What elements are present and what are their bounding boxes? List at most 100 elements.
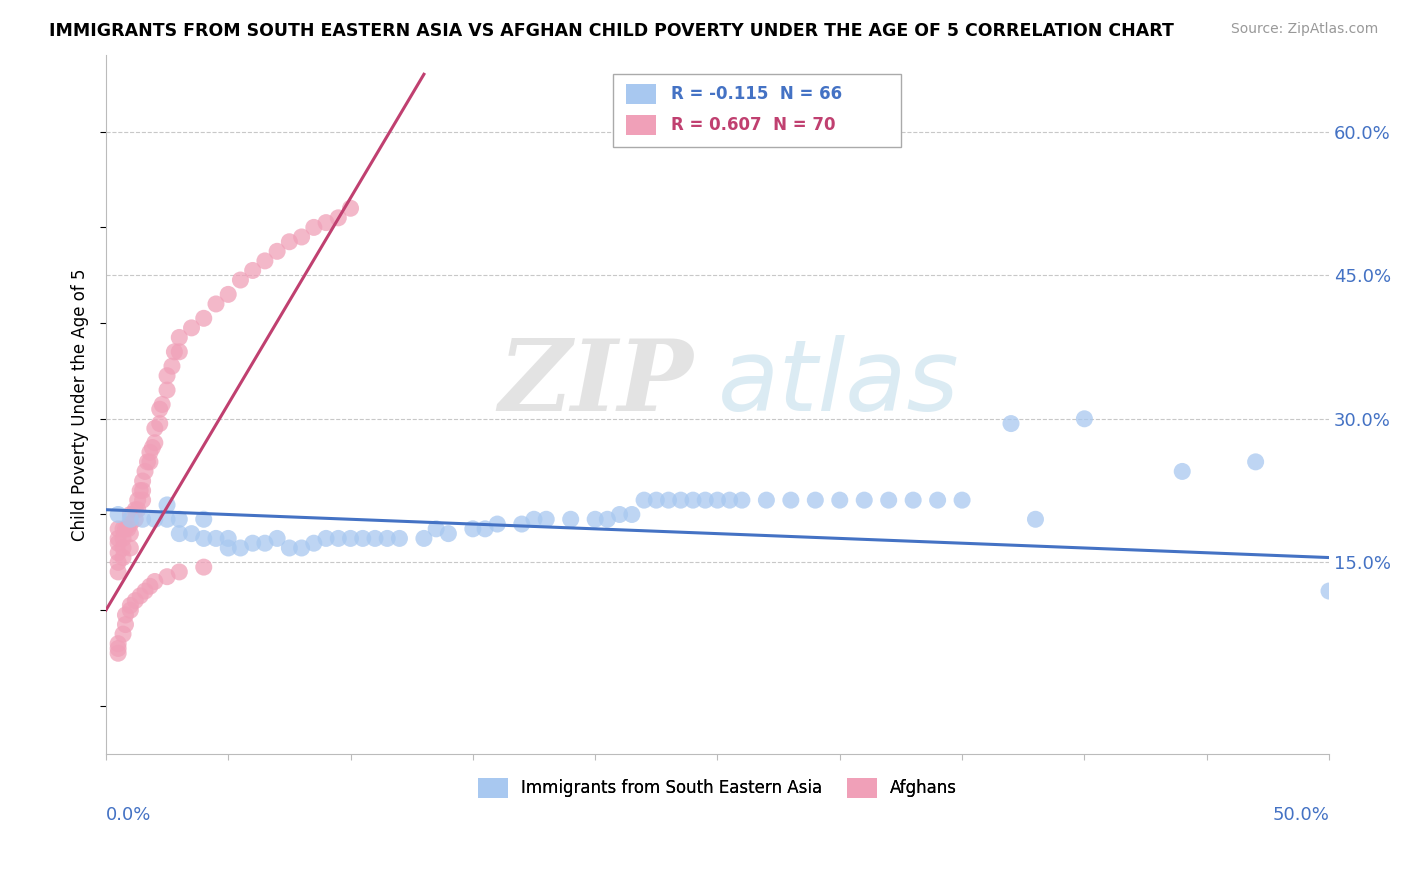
Point (124, 593, 146, 607)
FancyBboxPatch shape (626, 115, 657, 135)
Point (134, 584, 156, 599)
Point (242, 536, 264, 550)
Point (120, 599, 142, 613)
Point (1000, 417, 1022, 431)
Point (534, 512, 557, 526)
Point (609, 508, 631, 522)
Point (193, 532, 215, 546)
Point (107, 532, 129, 546)
Point (117, 522, 139, 536)
Point (1171, 465, 1194, 479)
FancyBboxPatch shape (613, 74, 901, 147)
Point (205, 297, 228, 311)
Point (169, 512, 191, 526)
Text: 0.0%: 0.0% (105, 806, 152, 824)
Point (107, 637, 129, 651)
Point (127, 502, 149, 516)
Point (156, 368, 179, 383)
Point (731, 493, 754, 508)
Point (131, 483, 153, 498)
Point (193, 560, 215, 574)
Text: 50.0%: 50.0% (1272, 806, 1329, 824)
Point (1244, 455, 1267, 469)
Y-axis label: Child Poverty Under the Age of 5: Child Poverty Under the Age of 5 (72, 268, 89, 541)
Point (107, 522, 129, 536)
Text: Source: ZipAtlas.com: Source: ZipAtlas.com (1230, 22, 1378, 37)
Text: R = 0.607  N = 70: R = 0.607 N = 70 (671, 116, 835, 134)
Point (217, 541, 239, 555)
Point (217, 287, 239, 301)
Point (560, 512, 582, 526)
Point (229, 273, 252, 287)
Point (163, 344, 186, 359)
Point (149, 402, 172, 417)
Point (143, 435, 166, 450)
Point (107, 508, 129, 522)
Point (302, 220, 325, 235)
Point (669, 493, 692, 508)
Point (112, 522, 135, 536)
Point (596, 512, 619, 526)
Point (364, 532, 387, 546)
Point (657, 493, 679, 508)
Point (901, 493, 924, 508)
Point (134, 465, 156, 479)
Point (124, 502, 146, 516)
Point (120, 517, 142, 532)
Point (328, 211, 350, 225)
Point (143, 421, 166, 435)
Point (242, 263, 264, 277)
Point (156, 512, 179, 526)
Point (950, 493, 973, 508)
Point (120, 508, 142, 522)
Point (107, 641, 129, 656)
Point (169, 330, 191, 344)
Point (328, 532, 350, 546)
Point (755, 493, 778, 508)
Point (278, 541, 301, 555)
Point (877, 493, 900, 508)
FancyBboxPatch shape (626, 85, 657, 104)
Point (633, 493, 655, 508)
Text: R = -0.115  N = 66: R = -0.115 N = 66 (671, 86, 842, 103)
Point (1073, 411, 1095, 425)
Point (150, 397, 173, 411)
Point (253, 253, 276, 268)
Point (706, 493, 728, 508)
Point (143, 512, 166, 526)
Point (107, 546, 129, 560)
Point (139, 445, 162, 459)
Point (139, 455, 162, 469)
Point (718, 493, 741, 508)
Point (474, 522, 496, 536)
Point (278, 235, 301, 249)
Point (437, 526, 460, 541)
Point (927, 493, 949, 508)
Point (156, 498, 179, 512)
Point (107, 646, 129, 660)
Point (425, 522, 447, 536)
Point (139, 579, 162, 593)
Point (114, 607, 136, 622)
Point (149, 417, 172, 431)
Point (253, 536, 276, 550)
Point (413, 532, 436, 546)
Point (120, 541, 142, 555)
Point (375, 532, 398, 546)
Point (114, 617, 136, 632)
Point (112, 532, 135, 546)
Point (112, 627, 135, 641)
Point (143, 574, 166, 589)
Point (180, 321, 202, 335)
Point (339, 201, 361, 215)
Point (523, 512, 546, 526)
Point (112, 550, 135, 565)
Point (828, 493, 851, 508)
Point (486, 517, 509, 532)
Point (156, 383, 179, 397)
Point (107, 536, 129, 550)
Point (583, 512, 606, 526)
Point (120, 526, 142, 541)
Point (217, 532, 239, 546)
Point (120, 603, 142, 617)
